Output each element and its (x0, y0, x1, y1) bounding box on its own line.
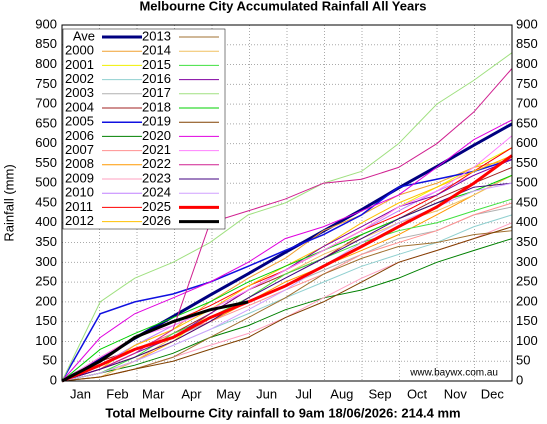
y2-tick-label: 900 (516, 16, 538, 31)
y-tick-label: 850 (35, 36, 57, 51)
y2-tick-label: 550 (516, 155, 538, 170)
legend-label: 2018 (142, 99, 171, 114)
y-tick-label: 800 (35, 56, 57, 71)
series-line (61, 182, 513, 382)
y-tick-label: 150 (35, 313, 57, 328)
y2-tick-label: 750 (516, 76, 538, 91)
y2-tick-label: 300 (516, 254, 538, 269)
legend-label: 2025 (142, 199, 171, 214)
legend-label: 2006 (65, 128, 94, 143)
legend-label: 2011 (65, 199, 93, 214)
y2-tick-label: 100 (516, 333, 538, 348)
watermark: www.baywx.com.au (409, 368, 498, 379)
legend-label: 2002 (65, 71, 94, 86)
y-tick-label: 550 (35, 155, 57, 170)
x-tick-label: Jul (295, 386, 312, 401)
y-tick-label: 100 (35, 333, 57, 348)
y2-tick-label: 150 (516, 313, 538, 328)
legend-label: 2005 (65, 114, 94, 129)
y-tick-label: 500 (35, 175, 57, 190)
y2-tick-label: 700 (516, 96, 538, 111)
series-line (61, 238, 513, 382)
x-tick-label: Mar (142, 386, 165, 401)
chart-title: Melbourne City Accumulated Rainfall All … (139, 0, 426, 13)
legend-label: 2001 (65, 57, 94, 72)
legend-label: 2014 (142, 43, 171, 58)
y2-tick-label: 450 (516, 194, 538, 209)
legend-label: 2022 (142, 156, 171, 171)
x-tick-label: Oct (407, 386, 428, 401)
y2-tick-label: 0 (516, 372, 523, 387)
legend-label: 2024 (142, 185, 171, 200)
series-line (61, 206, 513, 382)
y2-tick-label: 350 (516, 234, 538, 249)
legend-label: 2010 (65, 185, 94, 200)
legend-label: 2026 (142, 213, 171, 228)
legend-label: 2012 (65, 213, 94, 228)
y2-tick-label: 800 (516, 56, 538, 71)
legend-label: 2000 (65, 43, 94, 58)
y-tick-label: 250 (35, 274, 57, 289)
legend-label: Ave (73, 28, 95, 43)
series-line (61, 68, 513, 382)
y2-tick-label: 600 (516, 135, 538, 150)
y-tick-label: 750 (35, 76, 57, 91)
y2-tick-label: 500 (516, 175, 538, 190)
series-line (61, 158, 513, 382)
legend-label: 2009 (65, 170, 94, 185)
y-tick-label: 650 (35, 115, 57, 130)
x-tick-label: Dec (481, 386, 505, 401)
x-tick-label: Jan (70, 386, 91, 401)
legend-label: 2004 (65, 99, 94, 114)
legend-label: 2016 (142, 71, 171, 86)
series-line (61, 52, 513, 382)
footer: Total Melbourne City rainfall to 9am 18/… (105, 405, 460, 420)
legend-label: 2021 (142, 142, 171, 157)
x-tick-label: Jun (256, 386, 277, 401)
plot-frame (61, 24, 513, 382)
y-tick-label: 50 (43, 353, 57, 368)
y-axis-label: Rainfall (mm) (1, 164, 16, 241)
legend-label: 2003 (65, 85, 94, 100)
series-line (61, 300, 249, 383)
y2-tick-label: 200 (516, 293, 538, 308)
y-tick-label: 350 (35, 234, 57, 249)
y-tick-label: 0 (50, 372, 57, 387)
y-tick-label: 900 (35, 16, 57, 31)
legend-label: 2017 (142, 85, 171, 100)
y-tick-label: 200 (35, 293, 57, 308)
x-tick-label: Feb (106, 386, 128, 401)
y-tick-label: 400 (35, 214, 57, 229)
y2-tick-label: 650 (516, 115, 538, 130)
y-tick-label: 450 (35, 194, 57, 209)
x-tick-label: Sep (369, 386, 392, 401)
legend-label: 2013 (142, 28, 171, 43)
legend-label: 2020 (142, 128, 171, 143)
y-tick-label: 600 (35, 135, 57, 150)
series-line (61, 154, 513, 383)
legend-label: 2019 (142, 114, 171, 129)
x-tick-label: May (216, 386, 241, 401)
y2-tick-label: 50 (516, 353, 530, 368)
x-tick-label: Aug (330, 386, 353, 401)
legend-label: 2015 (142, 57, 171, 72)
legend-label: 2023 (142, 170, 171, 185)
y2-tick-label: 400 (516, 214, 538, 229)
y-tick-label: 300 (35, 254, 57, 269)
y2-tick-label: 850 (516, 36, 538, 51)
x-tick-label: Apr (181, 386, 202, 401)
legend-label: 2007 (65, 142, 94, 157)
y2-tick-label: 250 (516, 274, 538, 289)
x-tick-label: Nov (444, 386, 468, 401)
series-line (61, 226, 513, 382)
legend-label: 2008 (65, 156, 94, 171)
series-line (61, 119, 513, 382)
legend-box (62, 28, 226, 230)
y-tick-label: 700 (35, 96, 57, 111)
